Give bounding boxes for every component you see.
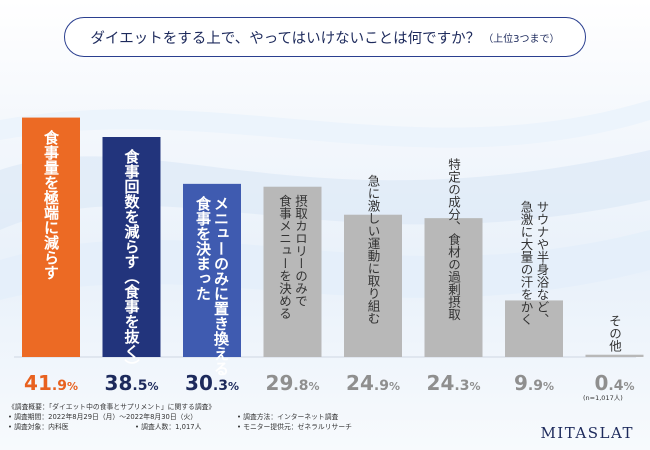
bar-label-4-2: 食事メニューを決める (277, 194, 292, 320)
bar-label-1-1: 食事量を極端に減らす (42, 129, 60, 280)
bar-label-3-2: 食事を決まった (194, 195, 212, 301)
value-label-5: 24.9% (346, 371, 400, 395)
value-label-4: 29.8% (266, 371, 320, 395)
bar-4 (263, 186, 322, 357)
brand-logo-text: MITASLAT (540, 424, 634, 442)
survey-overview: 《調査概要：「ダイエット中の食事とサプリメント」に関する調査》 (8, 403, 216, 411)
bar-6 (424, 218, 483, 357)
bar-label-7-2: 急激に大量の汗をかく (519, 199, 534, 325)
survey-target: • 調査対象：内科医 (8, 423, 69, 431)
bar-2 (102, 137, 161, 357)
bar-label-6-1: 特定の成分、食材の過剰摂取 (446, 157, 461, 321)
value-label-2: 38.5% (105, 371, 159, 395)
survey-count: • 調査人数：1,017人 (135, 423, 202, 431)
value-label-7: 9.9% (514, 371, 554, 395)
chart-title-box: ダイエットをする上で、やってはいけないことは何ですか？ （上位3つまで） (64, 17, 586, 57)
sample-size-note: (n=1,017人) (583, 394, 623, 402)
bar-5 (344, 214, 402, 357)
chart-title: ダイエットをする上で、やってはいけないことは何ですか？ (90, 30, 481, 47)
value-label-1: 41.9% (24, 371, 78, 395)
bar-label-2-1: 食事回数を減らす（食事を抜く） (123, 148, 141, 374)
survey-method: • 調査方法：インターネット調査 (237, 413, 339, 421)
value-label-3: 30.3% (185, 371, 239, 395)
bar-label-5-1: 急に激しい運動に取り組む (366, 174, 381, 325)
bar-label-7-1: サウナや半身浴など、 (535, 200, 550, 325)
value-label-8: 0.4% (594, 371, 634, 395)
survey-provider: • モニター提供元：ゼネラルリサーチ (237, 423, 352, 431)
bar-7 (505, 300, 563, 357)
survey-period: • 調査期間：2022年8月29日（月）～2022年8月30日（火） (8, 413, 198, 421)
bar-label-3-1: メニューのみに置き換える (212, 196, 230, 376)
value-label-6: 24.3% (427, 371, 481, 395)
bar-label-8-1: その他 (607, 315, 622, 353)
bar-1 (22, 117, 80, 357)
bar-3 (183, 183, 241, 357)
bar-label-4-1: 摂取カロリーのみで (293, 194, 308, 308)
chart-title-sub: （上位3つまで） (483, 33, 560, 45)
bar-8 (585, 354, 644, 357)
